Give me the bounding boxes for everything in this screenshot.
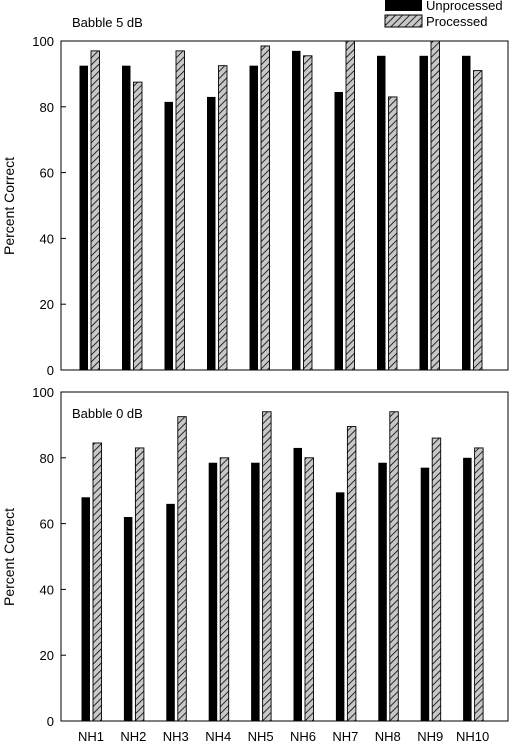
x-tick-label: NH7 — [332, 729, 358, 744]
x-tick-label: NH9 — [417, 729, 443, 744]
bar-processed — [90, 50, 100, 371]
bar-unprocessed — [292, 50, 301, 371]
y-tick-label: 0 — [47, 363, 54, 378]
panel-babble-5db: Babble 5 dB Percent Correct 0 20 40 60 80 100 — [1, 15, 509, 378]
bar-processed — [218, 65, 228, 371]
bar-unprocessed — [419, 55, 428, 371]
x-tick-label: NH10 — [456, 729, 489, 744]
y-axis-label-2: Percent Correct — [1, 508, 17, 606]
y-tick-label: 0 — [47, 714, 54, 729]
x-tick-label: NH3 — [163, 729, 189, 744]
bar-unprocessed — [79, 65, 88, 371]
x-tick-labels: NH1 NH2 NH3 NH4 NH5 NH6 NH7 NH8 NH9 NH10 — [78, 729, 489, 744]
bar-unprocessed — [164, 101, 173, 371]
y-tick-label: 60 — [40, 517, 54, 532]
bar-processed — [177, 416, 187, 722]
bar-unprocessed — [208, 462, 218, 721]
legend-label-unprocessed: Unprocessed — [426, 0, 503, 13]
legend-label-processed: Processed — [426, 14, 487, 29]
y-tick-label: 40 — [40, 231, 54, 246]
panel-babble-0db: Babble 0 dB Percent Correct 0 20 40 60 80 100… — [1, 385, 509, 744]
bar-unprocessed — [81, 497, 90, 721]
x-tick-label: NH1 — [78, 729, 104, 744]
x-tick-label: NH4 — [205, 729, 231, 744]
legend: Unprocessed Processed — [384, 0, 503, 29]
bar-processed — [473, 70, 483, 371]
bar-processed — [388, 96, 398, 371]
bar-unprocessed — [377, 55, 386, 371]
bar-processed — [262, 411, 272, 722]
y-tick-label: 20 — [40, 648, 54, 663]
y-tick-label: 80 — [40, 451, 54, 466]
bar-processed — [260, 45, 270, 371]
bars-2 — [81, 411, 484, 722]
y-ticks-1: 0 20 40 60 80 100 — [32, 34, 66, 378]
y-tick-label: 20 — [40, 297, 54, 312]
legend-swatch-unprocessed — [385, 0, 422, 11]
y-ticks-2: 0 20 40 60 80 100 — [32, 385, 66, 729]
bar-unprocessed — [462, 55, 471, 371]
panel-title-2: Babble 0 dB — [72, 406, 143, 421]
x-tick-label: NH2 — [120, 729, 146, 744]
bar-processed — [474, 447, 484, 722]
y-axis-label-1: Percent Correct — [1, 157, 17, 255]
bar-unprocessed — [123, 517, 133, 721]
bar-unprocessed — [166, 503, 175, 721]
y-tick-label: 40 — [40, 582, 54, 597]
bar-processed — [134, 447, 145, 722]
x-tick-label: NH8 — [375, 729, 401, 744]
bar-processed — [389, 411, 399, 722]
y-tick-label: 100 — [32, 385, 54, 400]
bar-processed — [346, 426, 357, 722]
bar-unprocessed — [463, 457, 472, 721]
bar-processed — [303, 55, 313, 371]
bar-unprocessed — [207, 96, 216, 371]
bar-unprocessed — [293, 447, 302, 721]
bar-processed — [92, 442, 102, 722]
y-tick-label: 80 — [40, 100, 54, 115]
bar-unprocessed — [378, 462, 387, 721]
bar-unprocessed — [334, 91, 343, 371]
bar-processed — [304, 457, 314, 722]
bar-unprocessed — [420, 467, 430, 721]
plot-frame-1 — [60, 40, 509, 371]
plot-frame-2 — [60, 391, 509, 722]
bar-processed — [431, 437, 442, 722]
bar-unprocessed — [335, 492, 345, 721]
y-tick-label: 100 — [32, 34, 54, 49]
bar-unprocessed — [251, 462, 260, 721]
bar-processed — [175, 50, 185, 371]
bar-unprocessed — [122, 65, 131, 371]
bar-processed — [345, 40, 355, 371]
bars-1 — [79, 40, 483, 371]
bar-processed — [133, 81, 143, 371]
legend-swatch-processed — [384, 14, 423, 28]
x-tick-label: NH6 — [290, 729, 316, 744]
panel-title-1: Babble 5 dB — [72, 15, 143, 30]
bar-unprocessed — [249, 65, 258, 371]
y-tick-label: 60 — [40, 166, 54, 181]
x-tick-label: NH5 — [248, 729, 274, 744]
bar-processed — [430, 40, 440, 371]
bar-processed — [219, 457, 230, 722]
